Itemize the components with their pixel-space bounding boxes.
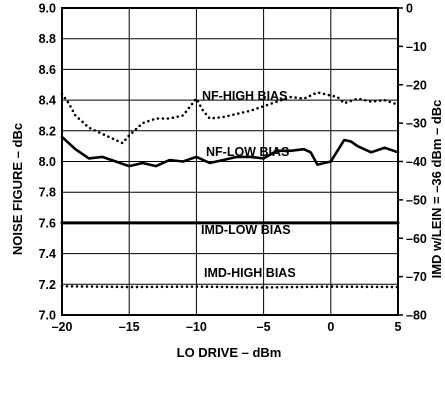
y2-tick-label: –20 (406, 78, 427, 92)
y2-tick-label: 0 (406, 2, 413, 16)
series-labels: NF-HIGH BIAS NF-LOW BIAS IMD-LOW BIAS IM… (201, 89, 296, 280)
nf-high-bias-line (60, 91, 400, 145)
y-tick-label: 7.8 (39, 186, 56, 200)
y2-tick-label: –40 (406, 155, 427, 169)
y-tick-label: 7.6 (39, 216, 56, 230)
y2-tick-label: –70 (406, 270, 427, 284)
series-label-nf-low: NF-LOW BIAS (206, 145, 289, 159)
y2-tick-label: –50 (406, 193, 427, 207)
nf-low-bias-line (60, 135, 400, 168)
y-axis-title: NOISE FIGURE – dBc (10, 123, 25, 255)
y-tick-label: 8.2 (39, 124, 56, 138)
x-tick-label: –10 (186, 320, 207, 334)
y2-tick-label: –30 (406, 117, 427, 131)
y-tick-label: 8.0 (39, 155, 56, 169)
x-tick-label: 5 (395, 320, 402, 334)
x-tick-label: –5 (257, 320, 271, 334)
imd-high-bias-line (60, 284, 400, 289)
y2-tick-label: –10 (406, 40, 427, 54)
series-label-nf-high: NF-HIGH BIAS (202, 89, 287, 103)
y2-tick-label: –60 (406, 232, 427, 246)
x-tick-label: –20 (52, 320, 73, 334)
y2-axis-title: IMD w/LEIN = –36 dBm – dBc (429, 100, 444, 279)
y-tick-label: 7.0 (39, 309, 56, 323)
y-tick-label: 8.8 (39, 32, 56, 46)
y-tick-label: 7.4 (39, 247, 56, 261)
y-tick-label: 7.2 (39, 278, 56, 292)
y2-tick-label: –80 (406, 309, 427, 323)
y-tick-label: 8.4 (39, 94, 56, 108)
y-tick-label: 9.0 (39, 2, 56, 16)
series-curves (60, 91, 400, 289)
series-label-imd-high: IMD-HIGH BIAS (204, 266, 296, 280)
x-tick-label: 0 (327, 320, 334, 334)
series-label-imd-low: IMD-LOW BIAS (201, 223, 291, 237)
y-tick-label: 8.6 (39, 63, 56, 77)
x-axis-title: LO DRIVE – dBm (177, 345, 282, 360)
x-tick-label: –15 (119, 320, 140, 334)
tick-labels: –20 –15 –10 –5 0 57.07.27.47.67.88.08.28.48.6… (39, 2, 427, 335)
